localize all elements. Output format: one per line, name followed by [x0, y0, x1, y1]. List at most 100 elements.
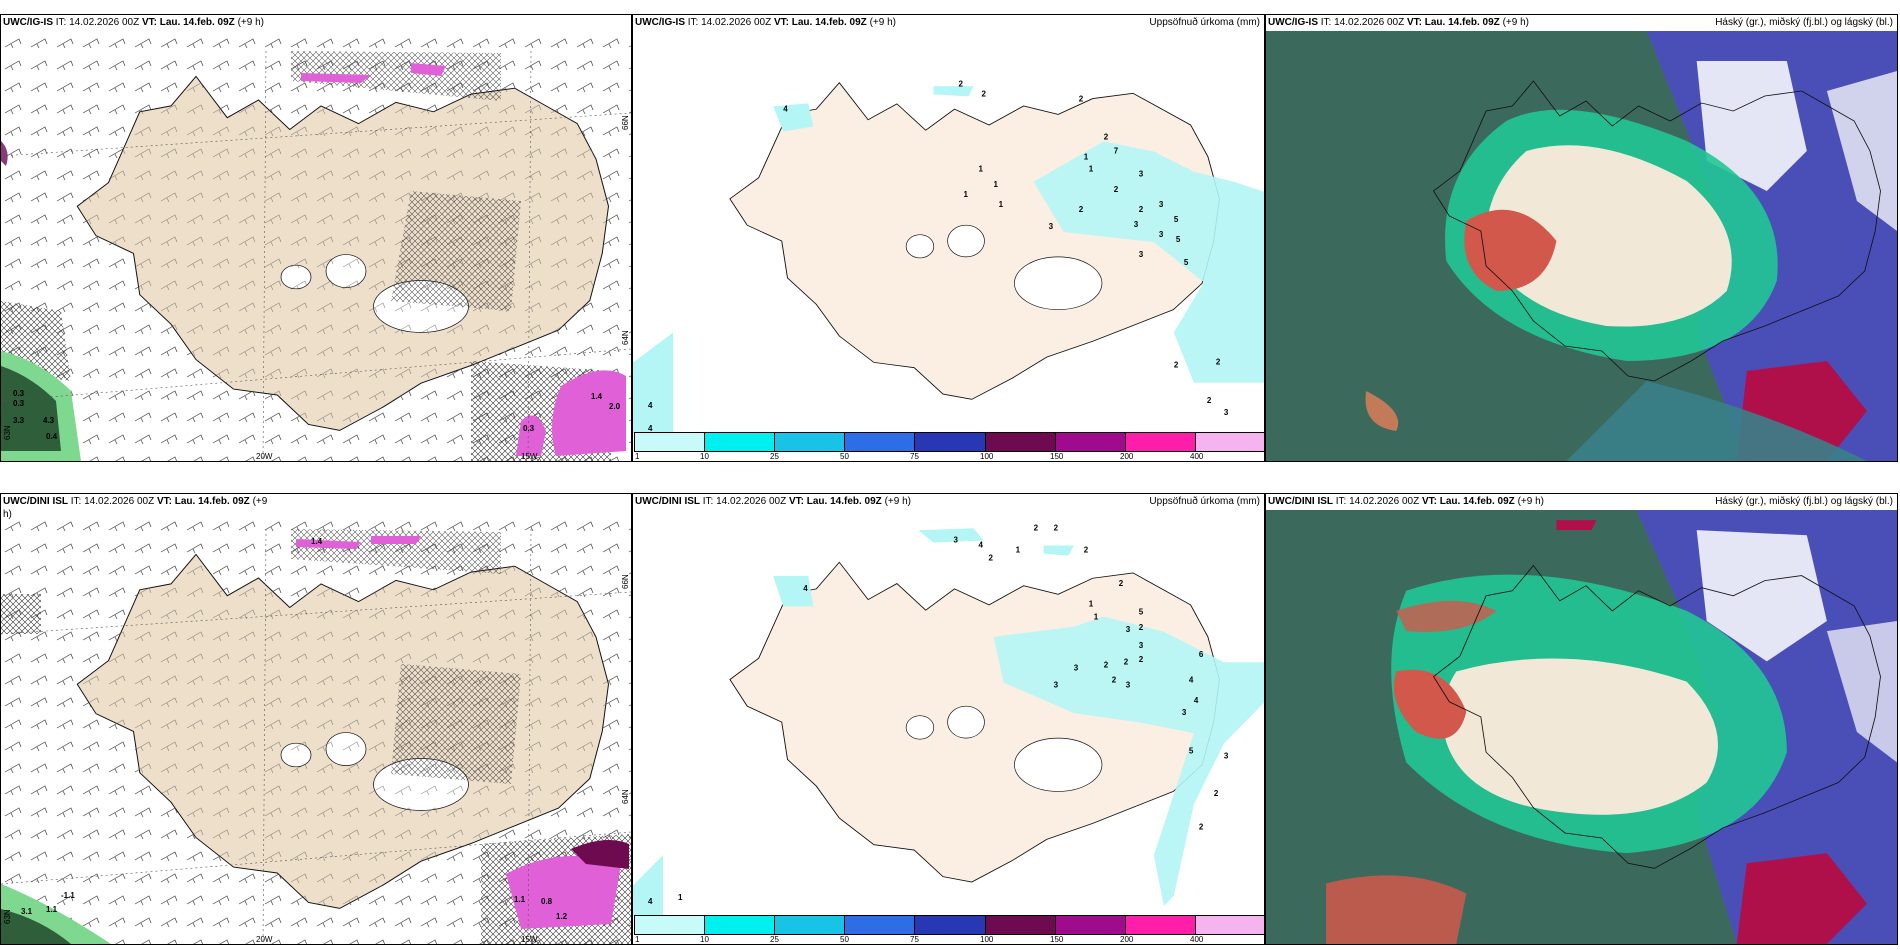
value-label: 1: [1094, 613, 1099, 622]
value-label: 2: [1119, 579, 1124, 588]
value-label: 1: [994, 180, 999, 189]
value-label: 3: [1139, 250, 1144, 259]
panel-top-right: UWC/IG-IS IT: 14.02.2026 00Z VT: Lau. 14…: [1265, 14, 1898, 462]
lon-label: 15W: [521, 935, 538, 944]
value-label: 2.0: [609, 402, 621, 411]
legend-swatch: [1195, 916, 1264, 934]
precip-legend: [634, 915, 1264, 935]
legend-label: 10: [700, 452, 709, 461]
value-label: 3: [1074, 663, 1079, 672]
wind-map: 0.3 0.3 3.3 4.3 0.4 1.4 2.0 0.3: [1, 31, 631, 461]
value-label: 2: [1199, 823, 1204, 832]
legend-label: 400: [1190, 935, 1204, 944]
value-label: 2: [1104, 133, 1109, 142]
legend-labels: 1 10 25 50 75 100 150 200 400: [634, 452, 1264, 461]
panel-header: UWC/DINI ISL IT: 14.02.2026 00Z VT: Lau.…: [635, 496, 1260, 507]
value-label: 3: [1159, 230, 1164, 239]
legend-swatch: [845, 916, 916, 934]
legend-swatch: [985, 433, 1056, 451]
lat-label: 63N: [3, 909, 12, 924]
value-label: 0.4: [46, 432, 58, 441]
legend-label: 200: [1120, 935, 1134, 944]
precip-map: 2 2 2 1 1 1 1 1 1 2 7 3 2 2 3 2 3 3 3 5 …: [633, 31, 1264, 433]
value-label: 1: [1089, 165, 1094, 174]
legend-swatch: [985, 916, 1056, 934]
lon-label: 20W: [256, 935, 273, 944]
legend-swatch: [845, 433, 916, 451]
lat-label: 64N: [621, 789, 630, 804]
value-label: 5: [1184, 258, 1189, 267]
legend-label: 75: [910, 935, 919, 944]
value-label: 0.3: [13, 399, 25, 408]
value-label: 3: [1134, 220, 1139, 229]
panel-bottom-left: UWC/DINI ISL IT: 14.02.2026 00Z VT: Lau.…: [0, 493, 632, 945]
value-label: 3: [1054, 681, 1059, 690]
value-label: 3: [1139, 641, 1144, 650]
value-label: 4: [979, 541, 984, 550]
wind-map: 1.4 -1.1 1.1 1.1 0.8 1.2 3.1: [1, 514, 631, 944]
panel-bottom-right: UWC/DINI ISL IT: 14.02.2026 00Z VT: Lau.…: [1265, 493, 1898, 945]
value-label: 2: [1054, 523, 1059, 532]
legend-swatch: [705, 433, 776, 451]
value-label: 6: [1199, 650, 1204, 659]
legend-swatch: [1055, 916, 1126, 934]
value-label: 3: [1049, 222, 1054, 231]
legend-label: 10: [700, 935, 709, 944]
legend-label: 25: [770, 452, 779, 461]
legend-swatch: [1125, 916, 1196, 934]
value-label: 4: [1189, 676, 1194, 685]
value-label: 1.1: [46, 905, 58, 914]
value-label: 3: [1182, 708, 1187, 717]
legend-label: 150: [1050, 935, 1064, 944]
cloud-map: [1266, 510, 1897, 944]
legend-swatch: [775, 433, 846, 451]
legend-swatch: [1125, 433, 1196, 451]
legend-label: 100: [980, 935, 994, 944]
legend-label: 75: [910, 452, 919, 461]
legend-label: 50: [840, 452, 849, 461]
panel-top-middle: UWC/IG-IS IT: 14.02.2026 00Z VT: Lau. 14…: [632, 14, 1265, 462]
value-label: 4: [783, 104, 788, 113]
legend-label: 25: [770, 935, 779, 944]
precip-legend: [634, 432, 1264, 452]
panel-header: UWC/IG-IS IT: 14.02.2026 00Z VT: Lau. 14…: [3, 17, 264, 28]
value-label: 1: [678, 893, 683, 902]
value-label: 1: [999, 200, 1004, 209]
value-label: 2: [1114, 185, 1119, 194]
panel-title: Háský (gr.), miðský (fj.bl.) og lágský (…: [1715, 17, 1893, 28]
value-label: 2: [1207, 396, 1212, 405]
legend-swatch: [635, 916, 706, 934]
lon-label: 15W: [521, 452, 538, 461]
value-label: 2: [1079, 205, 1084, 214]
panel-title: Uppsöfnuð úrkoma (mm): [1149, 17, 1260, 28]
value-label: 3: [1224, 408, 1229, 417]
value-label: 1: [1084, 153, 1089, 162]
value-label: 2: [1034, 523, 1039, 532]
value-label: 2: [1084, 546, 1089, 555]
value-label: 1.1: [514, 895, 526, 904]
precip-map: 3 4 2 2 2 1 2 4 1 1 2 5 3 2 3 2 2 2 3 3 …: [633, 510, 1264, 916]
value-label: 3.3: [13, 416, 25, 425]
value-label: 1: [979, 165, 984, 174]
panel-top-left: UWC/IG-IS IT: 14.02.2026 00Z VT: Lau. 14…: [0, 14, 632, 462]
value-label: 3: [1139, 170, 1144, 179]
value-label: 2: [1214, 789, 1219, 798]
panel-header: UWC/IG-IS IT: 14.02.2026 00Z VT: Lau. 14…: [1268, 17, 1893, 28]
value-label: 5: [1174, 215, 1179, 224]
value-label: 4: [648, 401, 653, 410]
value-label: 4: [1194, 696, 1199, 705]
panel-title: Uppsöfnuð úrkoma (mm): [1149, 496, 1260, 507]
value-label: 2: [1174, 361, 1179, 370]
value-label: 5: [1189, 747, 1194, 756]
value-label: 7: [1114, 147, 1119, 156]
lat-label: 64N: [621, 330, 630, 345]
cloud-map: [1266, 31, 1897, 461]
value-label: 4: [803, 584, 808, 593]
value-label: 1: [1089, 599, 1094, 608]
panel-header: UWC/DINI ISL IT: 14.02.2026 00Z VT: Lau.…: [3, 496, 268, 520]
value-label: 2: [1139, 655, 1144, 664]
value-label: 5: [1139, 607, 1144, 616]
value-label: 4: [648, 897, 653, 906]
value-label: 2: [1079, 94, 1084, 103]
legend-swatch: [705, 916, 776, 934]
